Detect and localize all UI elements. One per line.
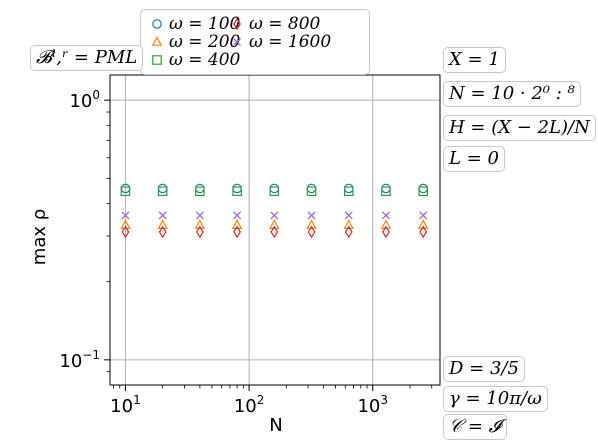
data-point (157, 183, 168, 194)
y-tick-label: 10−1 (59, 348, 100, 372)
data-point (343, 219, 354, 229)
legend-marker-shape (151, 36, 163, 46)
data-point (343, 183, 354, 194)
series-x (121, 211, 428, 220)
legend-marker (152, 19, 162, 29)
legend-label: ω = 200 (169, 32, 241, 52)
data-point (344, 211, 353, 220)
data-point (269, 219, 280, 229)
x-tick-label: 101 (110, 393, 141, 417)
data-point (419, 211, 428, 220)
data-point (418, 186, 429, 197)
n-parameter-label: N = 10 · 2⁰ : ⁸ (443, 81, 581, 107)
data-point (158, 225, 167, 239)
data-point (233, 211, 242, 220)
data-point (382, 225, 390, 239)
c-parameter-label: 𝒞 = 𝓘 (443, 414, 507, 440)
data-point (306, 183, 317, 194)
data-point (343, 186, 354, 197)
data-point (232, 183, 242, 194)
data-point (381, 183, 391, 194)
data-point (120, 186, 131, 197)
data-point (381, 211, 391, 220)
x-axis-label: N (269, 415, 282, 436)
series-triangle (120, 219, 429, 229)
gamma-parameter-label: γ = 10π/ω (443, 386, 548, 412)
data-point (121, 211, 130, 220)
data-point (344, 225, 353, 239)
legend-label: ω = 800 (249, 14, 321, 34)
data-point (120, 219, 131, 229)
data-point (231, 219, 243, 229)
data-point (194, 219, 206, 229)
legend-marker (232, 37, 242, 47)
data-point (419, 225, 428, 239)
data-point (269, 183, 280, 194)
data-point (158, 211, 167, 220)
legend-label: ω = 400 (169, 50, 241, 70)
x-parameter-label: X = 1 (443, 47, 506, 73)
ticks: 101 102 103 100 10−1 (59, 88, 433, 417)
data-point (269, 186, 280, 197)
boundary-condition-label: 𝓑ˡ,ʳ = PML (30, 45, 144, 71)
plot-frame (109, 74, 441, 386)
data-point (270, 225, 279, 239)
legend-marker-shape (152, 19, 162, 29)
data-point (381, 186, 391, 197)
data-point (270, 211, 279, 220)
data-point (418, 183, 429, 194)
y-axis-label: max ρ (29, 209, 50, 265)
x-tick-label: 102 (234, 393, 265, 417)
d-parameter-label: D = 3/5 (443, 356, 525, 382)
data-point (195, 183, 205, 194)
y-tick-label: 100 (69, 88, 100, 112)
marks (120, 183, 429, 239)
legend-marker-shape (232, 37, 242, 47)
legend: ω = 100 ω = 200 ω = 400 ω = 800 ω = 1600 (140, 9, 370, 75)
data-point (380, 219, 392, 229)
legend-marker-shape (233, 17, 241, 31)
h-parameter-label: H = (X − 2L)/N (443, 115, 596, 141)
data-point (307, 225, 316, 239)
x-tick-label: 103 (357, 393, 388, 417)
legend-marker (151, 36, 163, 46)
data-point (307, 211, 316, 220)
data-point (157, 186, 168, 197)
legend-marker-shape (152, 55, 162, 65)
grid (110, 75, 440, 385)
data-point (195, 211, 204, 220)
data-point (233, 225, 242, 239)
data-point (195, 186, 205, 197)
data-point (418, 219, 429, 229)
data-point (121, 225, 130, 239)
data-point (232, 186, 242, 197)
l-parameter-label: L = 0 (443, 146, 505, 172)
data-point (195, 225, 204, 239)
data-point (157, 219, 168, 229)
legend-marker (233, 17, 241, 31)
series-square (120, 186, 429, 197)
data-point (306, 219, 317, 229)
data-point (306, 186, 317, 197)
legend-label: ω = 100 (169, 14, 241, 34)
series-diamond (121, 225, 428, 239)
legend-marker (152, 55, 162, 65)
legend-label: ω = 1600 (249, 32, 332, 52)
